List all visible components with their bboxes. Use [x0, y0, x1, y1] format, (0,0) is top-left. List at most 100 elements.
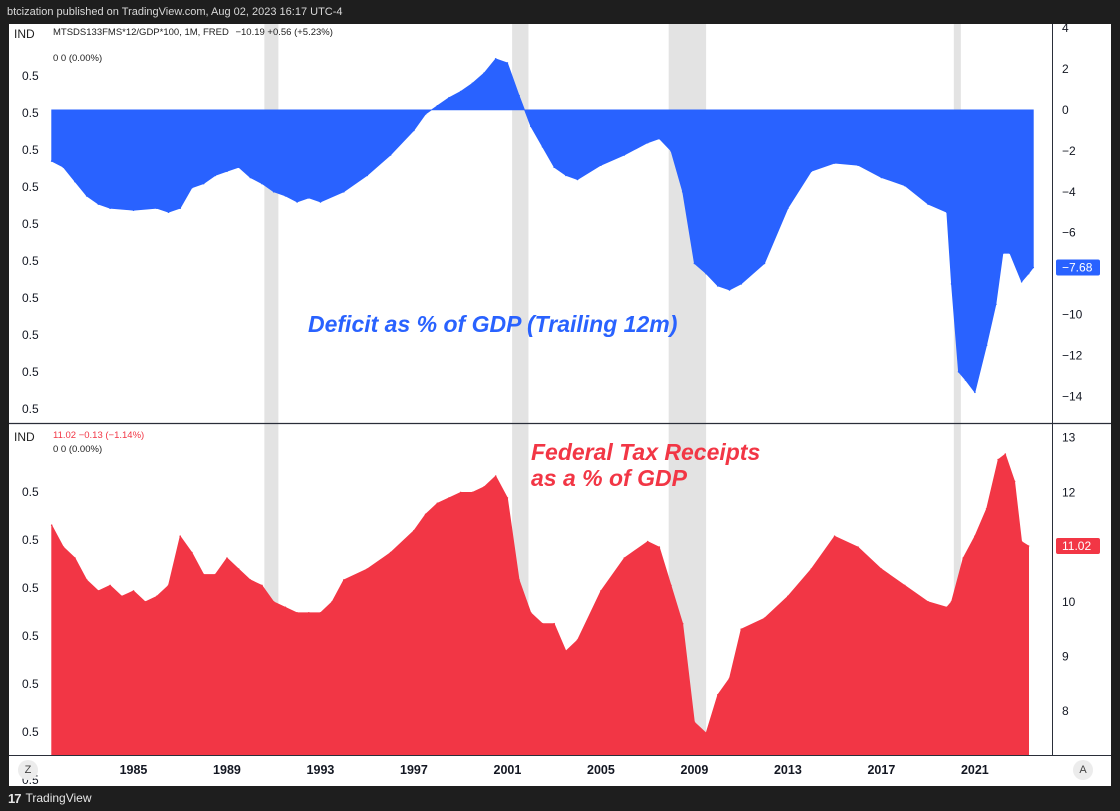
pane2-data-point — [459, 491, 462, 494]
footer-bar: 17 TradingView — [0, 786, 1120, 811]
pane2-data-point — [343, 579, 345, 581]
pane2-data-point — [471, 491, 474, 494]
pane1-left-axis-label: 0.5 — [22, 291, 39, 305]
pane2-data-point — [156, 595, 158, 598]
pane2-data-point — [109, 584, 111, 587]
pane2-data-point — [681, 622, 684, 625]
pane2-data-point — [483, 486, 485, 488]
pane2-data-point — [623, 557, 626, 559]
pane1-data-point — [600, 164, 602, 166]
pane1-data-point — [97, 203, 100, 205]
pane1-data-point — [109, 207, 111, 209]
pane1-data-point — [436, 105, 439, 107]
pane1-left-axis-label: 0.5 — [22, 143, 39, 157]
pane2-data-point — [144, 601, 146, 603]
pane2-data-point — [121, 595, 123, 598]
pane2-legend-values: 11.02 −0.13 (−1.14%) — [53, 430, 145, 441]
recession-band-3 — [953, 24, 961, 755]
pane1-data-point — [249, 176, 252, 179]
publish-info-text: btcization published on TradingView.com,… — [7, 6, 343, 18]
pane1-data-point — [424, 113, 427, 115]
pane1-data-point — [728, 289, 731, 291]
x-tick-label: 1985 — [120, 763, 148, 777]
pane1-data-point — [284, 195, 287, 197]
pane2-data-point — [1020, 540, 1023, 543]
pane2-last-value-badge — [1056, 538, 1100, 555]
pane1-data-point — [740, 283, 742, 285]
pane2-data-point — [553, 622, 555, 625]
pane1-y-tick-label: −12 — [1062, 348, 1083, 362]
pane2-legend-sub: 0 0 (0.00%) — [53, 444, 103, 455]
pane2-data-point — [833, 535, 836, 537]
pane2-data-point — [1013, 480, 1016, 483]
pane1-data-point — [167, 211, 170, 213]
pane1-data-point — [132, 209, 135, 211]
pane1-left-axis-label: 0.5 — [22, 69, 39, 83]
pane1-legend-values: −10.19 +0.56 (+5.23%) — [235, 27, 333, 38]
pane1-legend-sub: 0 0 (0.00%) — [53, 53, 103, 64]
deficit-chart-title: Deficit as % of GDP (Trailing 12m) — [308, 311, 677, 337]
pane2-left-axis-label: 0.5 — [22, 725, 39, 739]
pane1-data-point — [156, 207, 158, 209]
pane1-y-tick-label: −10 — [1062, 308, 1083, 322]
pane1-data-point — [459, 90, 462, 93]
x-tick-label: 2017 — [867, 763, 895, 777]
pane1-data-point — [506, 62, 509, 64]
pane1-data-point — [974, 391, 976, 394]
pane1-data-point — [658, 137, 661, 140]
pane2-data-point — [214, 573, 217, 576]
pane1-y-tick-label: 2 — [1062, 62, 1069, 76]
pane2-data-point — [787, 595, 789, 598]
pane1-legend-symbol: MTSDS133FMS*12/GDP*100, 1M, FRED −10.19 … — [53, 27, 333, 38]
zoom-reset-button[interactable]: Z — [18, 760, 38, 780]
pane2-y-tick-label: 9 — [1062, 650, 1069, 664]
pane1-data-point — [366, 174, 369, 177]
pane1-scale-label[interactable]: IND — [12, 27, 37, 41]
pane2-data-point — [85, 579, 88, 581]
auto-scale-button[interactable]: A — [1073, 760, 1093, 780]
pane1-data-point — [413, 129, 415, 132]
pane2-data-point — [950, 601, 953, 603]
pane2-data-point — [50, 524, 53, 526]
recession-band-0 — [264, 24, 279, 755]
pane1-area-series — [51, 58, 1034, 394]
pane1-left-axis-label: 0.5 — [22, 217, 39, 231]
pane2-data-point — [946, 606, 948, 609]
pane2-scale-label[interactable]: IND — [12, 430, 37, 444]
pane1-data-point — [471, 82, 474, 85]
pane1-data-point — [904, 184, 906, 187]
chart-frame: 4 2 0 −2 −4 −6 −10 −12 −14 0.5 0.5 0.5 0.5 0.5 0.5 0.5 0… — [9, 21, 1111, 787]
pane1-data-point — [214, 174, 217, 177]
pane2-data-point — [191, 551, 193, 554]
pane1-data-point — [50, 160, 53, 162]
chart-canvas: 4 2 0 −2 −4 −6 −10 −12 −14 0.5 0.5 0.5 0.5 0.5 0.5 0.5 0… — [9, 21, 1111, 787]
pane2-data-point — [74, 557, 76, 559]
pane2-data-point — [857, 546, 859, 548]
pane1-data-point — [957, 371, 960, 373]
pane1-y-tick-label: −4 — [1062, 185, 1076, 199]
pane1-data-point — [950, 283, 953, 285]
pane1-data-point — [448, 96, 450, 99]
pane1-data-point — [964, 379, 967, 381]
pane2-data-point — [424, 513, 427, 516]
pane2-data-point — [530, 612, 532, 614]
pane1-data-point — [565, 174, 567, 177]
pane2-data-point — [331, 601, 333, 603]
pane2-data-point — [1027, 545, 1030, 547]
pane2-data-point — [576, 639, 579, 641]
pane2-data-point — [308, 612, 310, 614]
pane2-data-point — [506, 497, 509, 499]
pane2-left-axis-label: 0.5 — [22, 533, 39, 547]
tradingview-brand[interactable]: 17 TradingView — [8, 786, 92, 811]
pane2-last-value-label: 11.02 — [1062, 539, 1091, 553]
x-tick-label: 2021 — [961, 763, 989, 777]
pane1-left-axis-label: 0.5 — [22, 365, 39, 379]
pane2-data-point — [436, 502, 439, 505]
x-tick-label: 1993 — [307, 763, 335, 777]
pane2-data-point — [202, 573, 205, 576]
pane1-data-point — [880, 176, 883, 179]
pane1-data-point — [74, 180, 76, 183]
x-tick-label: 2001 — [494, 763, 522, 777]
pane2-data-point — [448, 497, 450, 499]
pane1-data-point — [553, 166, 555, 168]
